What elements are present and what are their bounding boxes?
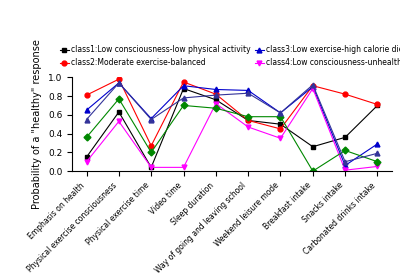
class3:Low exercise-high calorie diet [375,142,380,145]
class5:Low diet hehavior [181,104,186,107]
class1:Low consciousness-low physical activity [310,145,315,148]
class4:Low consciousness-unhealthy [214,102,218,105]
class5:Low diet hehavior [246,115,250,118]
class3:Low exercise-high calorie diet [310,85,315,88]
class6:High exercise-high calorie diet [246,92,250,95]
class6:High exercise-high calorie diet [214,94,218,97]
class2:Moderate exercise-balanced [343,92,348,96]
class1:Low consciousness-low physical activity [214,98,218,102]
class3:Low exercise-high calorie diet [214,88,218,91]
class2:Moderate exercise-balanced [116,78,121,81]
class6:High exercise-high calorie diet [116,81,121,84]
class4:Low consciousness-unhealthy [278,137,283,140]
class1:Low consciousness-low physical activity [375,104,380,107]
class6:High exercise-high calorie diet [343,160,348,163]
class6:High exercise-high calorie diet [84,118,89,121]
Line: class1:Low consciousness-low physical activity: class1:Low consciousness-low physical ac… [84,86,380,170]
class3:Low exercise-high calorie diet [84,108,89,112]
class4:Low consciousness-unhealthy [343,169,348,172]
class6:High exercise-high calorie diet [181,96,186,100]
Line: class2:Moderate exercise-balanced: class2:Moderate exercise-balanced [84,77,380,148]
Line: class4:Low consciousness-unhealthy: class4:Low consciousness-unhealthy [84,86,380,172]
class2:Moderate exercise-balanced [278,127,283,131]
class6:High exercise-high calorie diet [278,111,283,115]
class1:Low consciousness-low physical activity [149,166,154,169]
class5:Low diet hehavior [116,97,121,100]
class6:High exercise-high calorie diet [149,118,154,121]
class4:Low consciousness-unhealthy [375,165,380,168]
class1:Low consciousness-low physical activity [343,136,348,139]
Y-axis label: Probability of a "healthy" response: Probability of a "healthy" response [32,39,42,209]
Line: class6:High exercise-high calorie diet: class6:High exercise-high calorie diet [84,81,380,164]
class5:Low diet hehavior [214,107,218,110]
class2:Moderate exercise-balanced [310,84,315,87]
class3:Low exercise-high calorie diet [278,111,283,115]
class1:Low consciousness-low physical activity [84,155,89,159]
class4:Low consciousness-unhealthy [246,125,250,129]
class5:Low diet hehavior [343,149,348,152]
class5:Low diet hehavior [375,160,380,163]
class4:Low consciousness-unhealthy [84,160,89,163]
class1:Low consciousness-low physical activity [181,87,186,90]
class3:Low exercise-high calorie diet [246,89,250,92]
class3:Low exercise-high calorie diet [181,84,186,87]
class1:Low consciousness-low physical activity [246,119,250,122]
class2:Moderate exercise-balanced [84,94,89,97]
class2:Moderate exercise-balanced [149,144,154,147]
class1:Low consciousness-low physical activity [116,110,121,114]
class2:Moderate exercise-balanced [181,80,186,84]
class6:High exercise-high calorie diet [375,152,380,155]
class1:Low consciousness-low physical activity [278,123,283,126]
class4:Low consciousness-unhealthy [149,166,154,169]
class4:Low consciousness-unhealthy [116,120,121,123]
class5:Low diet hehavior [310,169,315,173]
class3:Low exercise-high calorie diet [116,81,121,84]
class2:Moderate exercise-balanced [375,103,380,106]
Line: class3:Low exercise-high calorie diet: class3:Low exercise-high calorie diet [84,81,380,168]
class2:Moderate exercise-balanced [214,92,218,96]
class6:High exercise-high calorie diet [310,83,315,86]
class5:Low diet hehavior [149,151,154,154]
class5:Low diet hehavior [278,115,283,118]
class5:Low diet hehavior [84,136,89,139]
Legend: class1:Low consciousness-low physical activity, class2:Moderate exercise-balance: class1:Low consciousness-low physical ac… [60,46,400,67]
class4:Low consciousness-unhealthy [310,87,315,90]
class2:Moderate exercise-balanced [246,119,250,122]
class3:Low exercise-high calorie diet [343,164,348,167]
class4:Low consciousness-unhealthy [181,166,186,169]
class3:Low exercise-high calorie diet [149,117,154,120]
Line: class5:Low diet hehavior: class5:Low diet hehavior [84,96,380,174]
